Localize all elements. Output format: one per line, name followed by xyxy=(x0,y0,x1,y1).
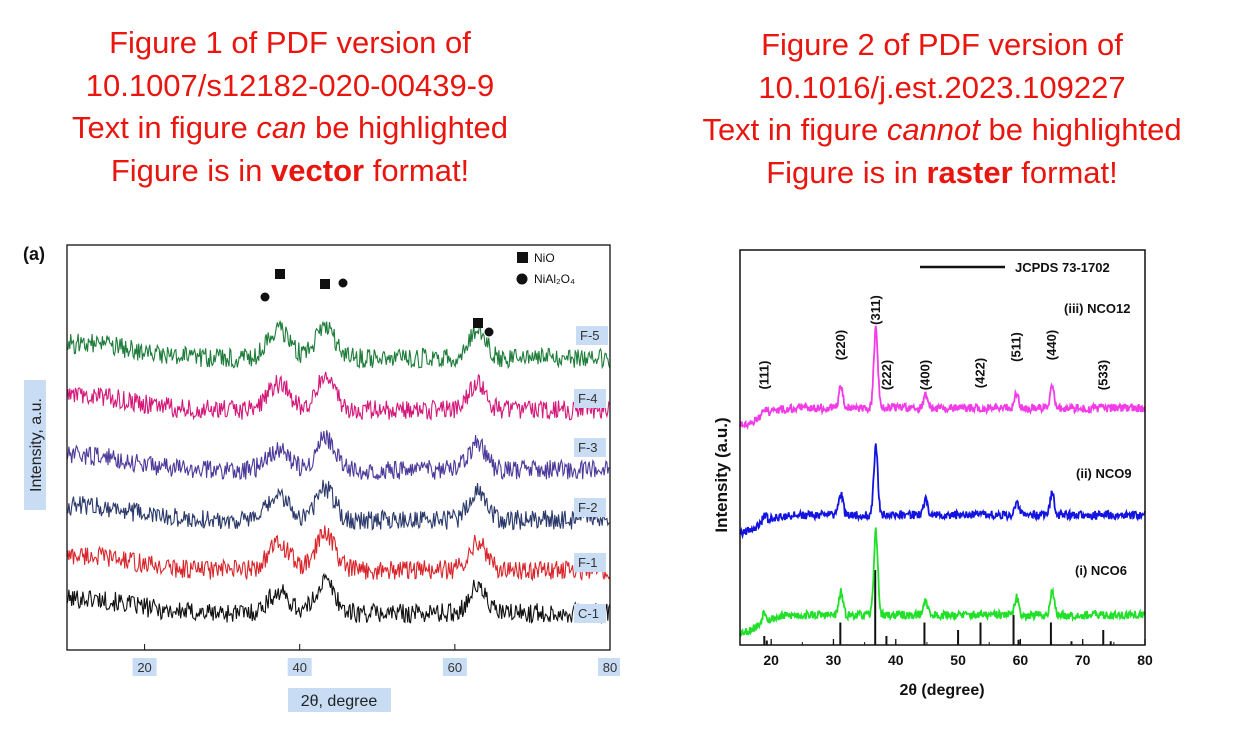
peak-label: (111) xyxy=(756,361,771,390)
series-label: F-1 xyxy=(578,555,598,570)
series-label-highlight xyxy=(574,604,606,623)
series-line-f-4 xyxy=(66,371,611,421)
caption-text: be highlighted xyxy=(306,110,509,145)
x-tick-label-highlight xyxy=(598,658,620,676)
y-axis-label: Intensity (a.u.) xyxy=(712,417,731,532)
peak-label: (533) xyxy=(1095,360,1110,390)
y-axis-label: Intensity, a.u. xyxy=(28,398,45,492)
plot-frame xyxy=(739,249,1146,646)
x-tick-label-highlight xyxy=(132,658,157,676)
legend-label: NiO xyxy=(534,251,555,265)
caption-text: Text in figure xyxy=(702,112,887,147)
x-tick-label: 50 xyxy=(950,652,966,668)
series-label-highlight xyxy=(574,389,606,408)
nio-marker xyxy=(473,318,483,328)
chart-1-xrd: (a) C-1 F-1 F-2 F-3 F-4 F-5 NiO NiAl₂O₄ 20 40 60 80 2… xyxy=(23,244,620,712)
x-axis-label: 2θ (degree) xyxy=(899,682,984,699)
chart-2-xrd: (i) NCO6 (ii) NCO9 (iii) NCO12 (111) (220) (3… xyxy=(712,249,1153,699)
x-tick-label-highlight xyxy=(287,658,312,676)
x-tick-label: 60 xyxy=(1013,652,1029,668)
x-tick-label: 80 xyxy=(603,660,617,675)
series-line-0 xyxy=(739,527,1146,637)
series-label: (ii) NCO9 xyxy=(1076,466,1132,481)
caption-text: Text in figure xyxy=(71,110,257,145)
x-tick-label: 80 xyxy=(1137,652,1153,668)
caption-line: Figure is in vector format! xyxy=(10,150,570,193)
series-label: (i) NCO6 xyxy=(1075,563,1127,578)
series-label-highlight xyxy=(574,553,606,572)
peak-label: (422) xyxy=(973,358,988,388)
peak-label: (400) xyxy=(918,360,933,390)
caption-emphasis: cannot xyxy=(886,112,980,147)
figure-2-caption: Figure 2 of PDF version of 10.1016/j.est… xyxy=(662,24,1222,194)
x-tick-label: 40 xyxy=(292,660,306,675)
peak-label: (311) xyxy=(868,295,883,325)
legend-circle-icon xyxy=(516,273,528,285)
x-tick-label: 40 xyxy=(888,652,904,668)
series-label-highlight xyxy=(574,498,606,517)
series-label: F-5 xyxy=(580,328,600,343)
caption-line: 10.1007/s12182-020-00439-9 xyxy=(85,67,495,103)
series-line-1 xyxy=(739,443,1146,540)
niAl2O4-marker xyxy=(260,292,270,302)
caption-line: Figure 2 of PDF version of xyxy=(761,27,1123,62)
reference-legend-label: JCPDS 73-1702 xyxy=(1015,260,1110,275)
caption-text: format! xyxy=(364,152,470,188)
legend-square-icon xyxy=(517,252,528,263)
x-tick-label: 30 xyxy=(826,652,842,668)
caption-text: Figure is in xyxy=(766,154,927,190)
caption-text: Figure is in xyxy=(110,152,272,188)
panel-label: (a) xyxy=(23,244,45,264)
figure-1-caption: Figure 1 of PDF version of 10.1007/s1218… xyxy=(10,22,570,192)
x-tick-label: 70 xyxy=(1075,652,1091,668)
peak-label: (220) xyxy=(833,330,848,360)
peak-label: (511) xyxy=(1009,332,1024,362)
series-line-f-3 xyxy=(66,430,611,480)
series-label: F-2 xyxy=(578,500,598,515)
nio-marker xyxy=(320,279,330,289)
caption-bold: vector xyxy=(271,152,365,188)
series-line-c-1 xyxy=(66,572,611,624)
peak-label: (222) xyxy=(879,360,894,390)
caption-line: Figure is in raster format! xyxy=(662,152,1222,195)
x-axis-label-highlight xyxy=(288,688,391,712)
series-label: C-1 xyxy=(578,606,599,621)
x-tick-label: 60 xyxy=(448,660,462,675)
caption-text: be highlighted xyxy=(979,112,1182,147)
caption-line: Text in figure cannot be highlighted xyxy=(662,109,1222,152)
caption-line: Text in figure can be highlighted xyxy=(10,107,570,150)
niAl2O4-marker xyxy=(338,278,348,288)
series-line-f-1 xyxy=(66,525,611,582)
series-line-2 xyxy=(739,325,1146,430)
caption-line: Figure 1 of PDF version of xyxy=(109,25,471,60)
series-label: F-3 xyxy=(578,440,598,455)
legend-label: NiAl₂O₄ xyxy=(534,272,575,286)
x-tick-label: 20 xyxy=(763,652,779,668)
series-label: (iii) NCO12 xyxy=(1064,301,1130,316)
caption-bold: raster xyxy=(926,154,1013,190)
caption-emphasis: can xyxy=(256,110,307,145)
caption-text: format! xyxy=(1012,154,1118,190)
series-label-highlight xyxy=(574,438,606,457)
plot-frame xyxy=(66,244,611,651)
series-label: F-4 xyxy=(578,391,598,406)
niAl2O4-marker xyxy=(484,327,494,337)
x-tick-label: 20 xyxy=(137,660,151,675)
series-label-highlight xyxy=(576,326,608,345)
caption-line: 10.1016/j.est.2023.109227 xyxy=(758,69,1126,105)
y-axis-label-highlight xyxy=(24,380,46,510)
x-axis-label: 2θ, degree xyxy=(301,693,378,710)
nio-marker xyxy=(275,269,285,279)
series-line-f-2 xyxy=(66,479,610,531)
x-tick-label-highlight xyxy=(442,658,467,676)
series-line-f-5 xyxy=(66,320,611,370)
peak-label: (440) xyxy=(1044,330,1059,360)
